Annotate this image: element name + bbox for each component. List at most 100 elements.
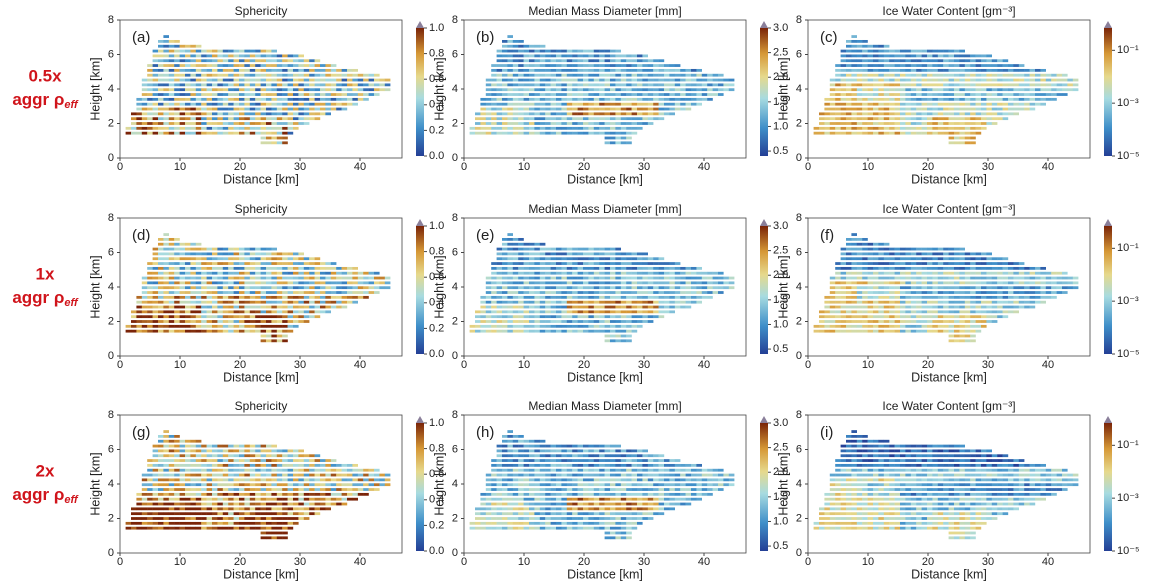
field-cell [255,497,261,501]
field-cell [970,59,976,63]
field-cell [282,281,288,285]
field-cell [185,242,191,246]
field-cell [937,276,944,280]
field-cell [604,266,611,270]
field-cell [336,78,342,82]
field-cell [174,271,180,275]
field-cell [545,315,551,319]
field-cell [728,276,735,280]
field-cell [529,107,535,111]
field-cell [593,83,600,87]
field-cell [631,300,638,304]
field-cell [867,54,874,58]
field-cell [212,305,218,309]
field-cell [298,459,304,462]
field-cell [147,463,153,467]
field-cell [195,507,202,511]
field-cell [244,492,250,496]
field-cell [222,252,229,256]
field-cell [523,281,530,285]
field-cell [195,281,202,285]
field-cell [287,310,294,314]
field-cell [249,83,256,87]
field-cell [336,102,342,106]
field-cell [206,310,213,314]
field-cell [287,97,294,101]
field-cell [190,324,196,328]
field-cell [341,300,348,304]
field-cell [615,97,621,101]
field-cell [905,102,911,106]
field-cell [152,247,159,251]
field-cell [357,286,364,290]
panel: Sphericity(a)Distance [km]Height [km]0 10… [88,4,444,186]
row-label-text: aggr ρ [12,485,64,504]
field-cell [954,112,960,116]
colorbar-tick-label: 2.5 [773,245,788,257]
field-cell [228,49,234,53]
field-cell [271,257,277,261]
field-cell [593,262,600,265]
field-cell [131,126,137,130]
field-cell [862,39,868,43]
field-cell [195,117,202,121]
field-cell [298,449,304,453]
field-cell [168,271,175,275]
field-cell [341,107,348,111]
field-cell [190,83,196,87]
field-cell [523,64,530,67]
field-cell [604,291,611,294]
field-cell [158,521,164,525]
field-cell [637,93,643,96]
field-cell [1008,107,1014,111]
field-cell [937,97,944,101]
field-cell [604,59,611,63]
field-cell [195,526,202,530]
field-cell [975,310,982,314]
field-cell [696,73,702,77]
field-cell [347,281,353,285]
field-cell [529,291,535,294]
colorbar-tick-label: 0.2 [429,322,444,334]
field-cell [195,64,202,67]
field-cell [664,73,670,77]
field-cell [249,454,256,458]
field-cell [276,492,283,496]
field-cell [357,73,364,77]
field-cell [255,295,261,299]
field-cell [320,271,326,275]
field-cell [357,271,364,275]
field-cell [147,286,153,290]
field-cell [986,276,992,280]
field-cell [212,502,218,506]
field-cell [244,483,250,487]
field-cell [943,300,949,304]
field-cell [244,257,250,261]
field-cell [883,93,890,96]
field-cell [577,68,584,72]
field-cell [523,266,530,270]
field-cell [948,131,955,135]
field-cell [991,310,998,314]
field-cell [502,281,508,285]
field-cell [910,117,917,121]
field-cell [534,329,540,333]
field-cell [179,107,186,111]
field-cell [168,517,175,520]
field-cell [368,78,375,82]
field-cell [228,324,234,328]
field-cell [163,492,169,496]
field-cell [174,488,180,491]
field-cell [179,483,186,487]
field-cell [163,517,169,520]
field-cell [572,295,578,299]
field-cell [910,112,917,116]
field-cell [927,93,933,96]
field-cell [239,300,245,304]
field-cell [287,112,294,116]
field-cell [303,295,310,299]
field-cell [964,131,971,135]
field-cell [287,276,294,280]
field-cell [631,88,638,92]
field-cell [475,329,481,333]
